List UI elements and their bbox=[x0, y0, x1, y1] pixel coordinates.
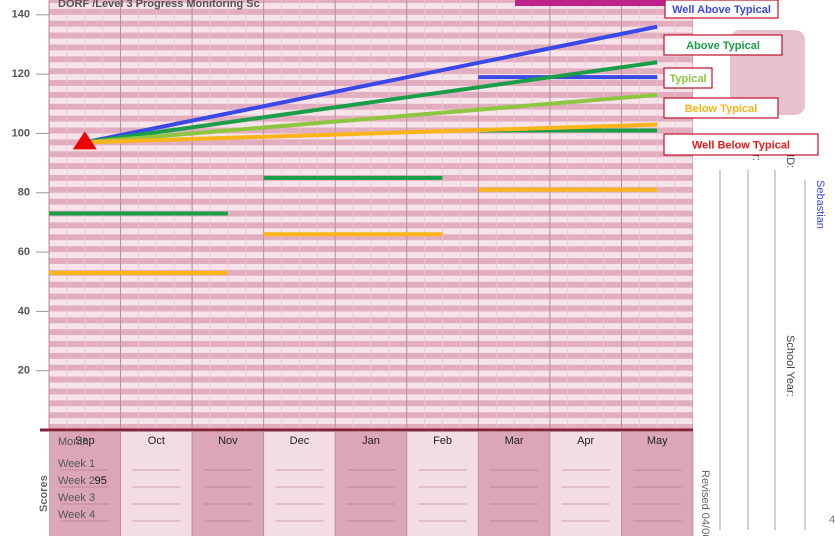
chart-title: DORF /Level 3 Progress Monitoring Sc bbox=[58, 0, 260, 10]
x-tick-label: Feb bbox=[433, 435, 452, 447]
week-label: Week 2 bbox=[58, 475, 95, 487]
x-tick-label: Nov bbox=[218, 435, 238, 447]
y-tick-label: 40 bbox=[18, 305, 30, 317]
week-label: Week 3 bbox=[58, 492, 95, 504]
score-entry: 95 bbox=[95, 475, 107, 487]
y-tick-label: 20 bbox=[18, 365, 30, 377]
revision-note: Revised 04/06/ bbox=[699, 470, 711, 536]
student-name: Sebastian bbox=[814, 180, 826, 229]
label-text: Typical bbox=[669, 73, 706, 85]
title-box bbox=[515, 0, 665, 6]
x-tick-label: Jan bbox=[362, 435, 380, 447]
table-column bbox=[121, 432, 193, 536]
page: 20 40 60 80 100 120 140 DORF /Level 3 Progress … bbox=[0, 0, 835, 536]
table-column bbox=[478, 432, 550, 536]
y-tick-label: 120 bbox=[12, 68, 30, 80]
label-text: Well Below Typical bbox=[692, 139, 790, 151]
table-column bbox=[621, 432, 693, 536]
brand: Scores bbox=[38, 475, 50, 512]
x-tick-label: Mar bbox=[505, 435, 524, 447]
table-column bbox=[264, 432, 336, 536]
row-header: Month bbox=[58, 436, 89, 448]
page-number: 4 bbox=[829, 514, 835, 526]
chart: 20 40 60 80 100 120 140 DORF /Level 3 Progress … bbox=[0, 0, 835, 536]
week-label: Week 4 bbox=[58, 509, 95, 521]
y-tick-label: 140 bbox=[12, 9, 30, 21]
y-tick-label: 100 bbox=[12, 127, 30, 139]
table-column bbox=[192, 432, 264, 536]
y-tick-label: 80 bbox=[18, 187, 30, 199]
label-text: Well Above Typical bbox=[672, 4, 771, 16]
table-column bbox=[407, 432, 479, 536]
y-tick-label: 60 bbox=[18, 246, 30, 258]
table-column bbox=[335, 432, 407, 536]
x-tick-label: Apr bbox=[577, 435, 594, 447]
label-text: Below Typical bbox=[685, 103, 758, 115]
form-field: School Year: bbox=[784, 335, 796, 397]
label-text: Above Typical bbox=[686, 40, 760, 52]
week-label: Week 1 bbox=[58, 458, 95, 470]
x-tick-label: May bbox=[647, 435, 668, 447]
x-tick-label: Dec bbox=[290, 435, 310, 447]
table-column bbox=[550, 432, 622, 536]
x-tick-label: Oct bbox=[148, 435, 165, 447]
